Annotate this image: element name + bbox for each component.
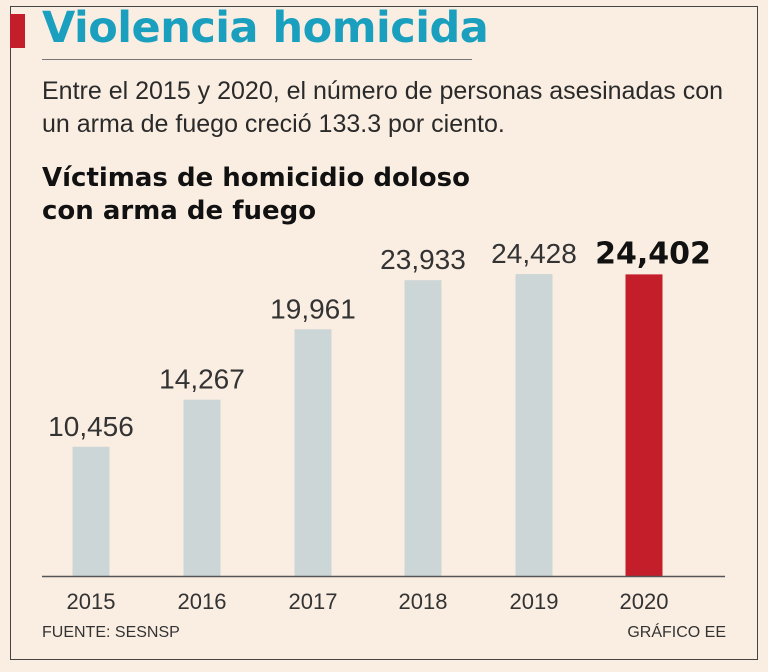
subtitle: Entre el 2015 y 2020, el número de perso… (42, 77, 724, 138)
accent-bar (10, 14, 25, 48)
x-tick-label-2020: 2020 (620, 589, 669, 614)
data-label-2016: 14,267 (159, 364, 245, 395)
bar-2016 (183, 399, 221, 576)
chart-title-line-2: con arma de fuego (42, 196, 317, 226)
graphic-credit: GRÁFICO EE (627, 624, 726, 641)
x-tick-label-2019: 2019 (510, 589, 559, 614)
bar-2017 (294, 329, 332, 576)
data-label-2015: 10,456 (48, 411, 134, 442)
page-title: Violencia homicida (42, 3, 489, 53)
data-label-2017: 19,961 (270, 293, 356, 324)
data-label-2018: 23,933 (380, 244, 466, 275)
x-tick-label-2017: 2017 (289, 589, 338, 614)
chart-frame (10, 6, 758, 660)
x-tick-label-2016: 2016 (178, 589, 227, 614)
x-tick-label-2015: 2015 (67, 589, 116, 614)
bar-2018 (404, 280, 442, 576)
bar-2020 (625, 274, 663, 576)
bar-2015 (72, 446, 110, 576)
source-note: FUENTE: SESNSP (42, 624, 180, 641)
bar-2019 (515, 274, 553, 576)
chart-title-line-1: Víctimas de homicidio doloso (42, 163, 470, 193)
chart-title: Víctimas de homicidio doloso con arma de… (42, 162, 470, 228)
data-label-2020: 24,402 (595, 236, 711, 271)
x-tick-label-2018: 2018 (399, 589, 448, 614)
data-label-2019: 24,428 (491, 238, 577, 269)
title-divider (42, 59, 472, 60)
